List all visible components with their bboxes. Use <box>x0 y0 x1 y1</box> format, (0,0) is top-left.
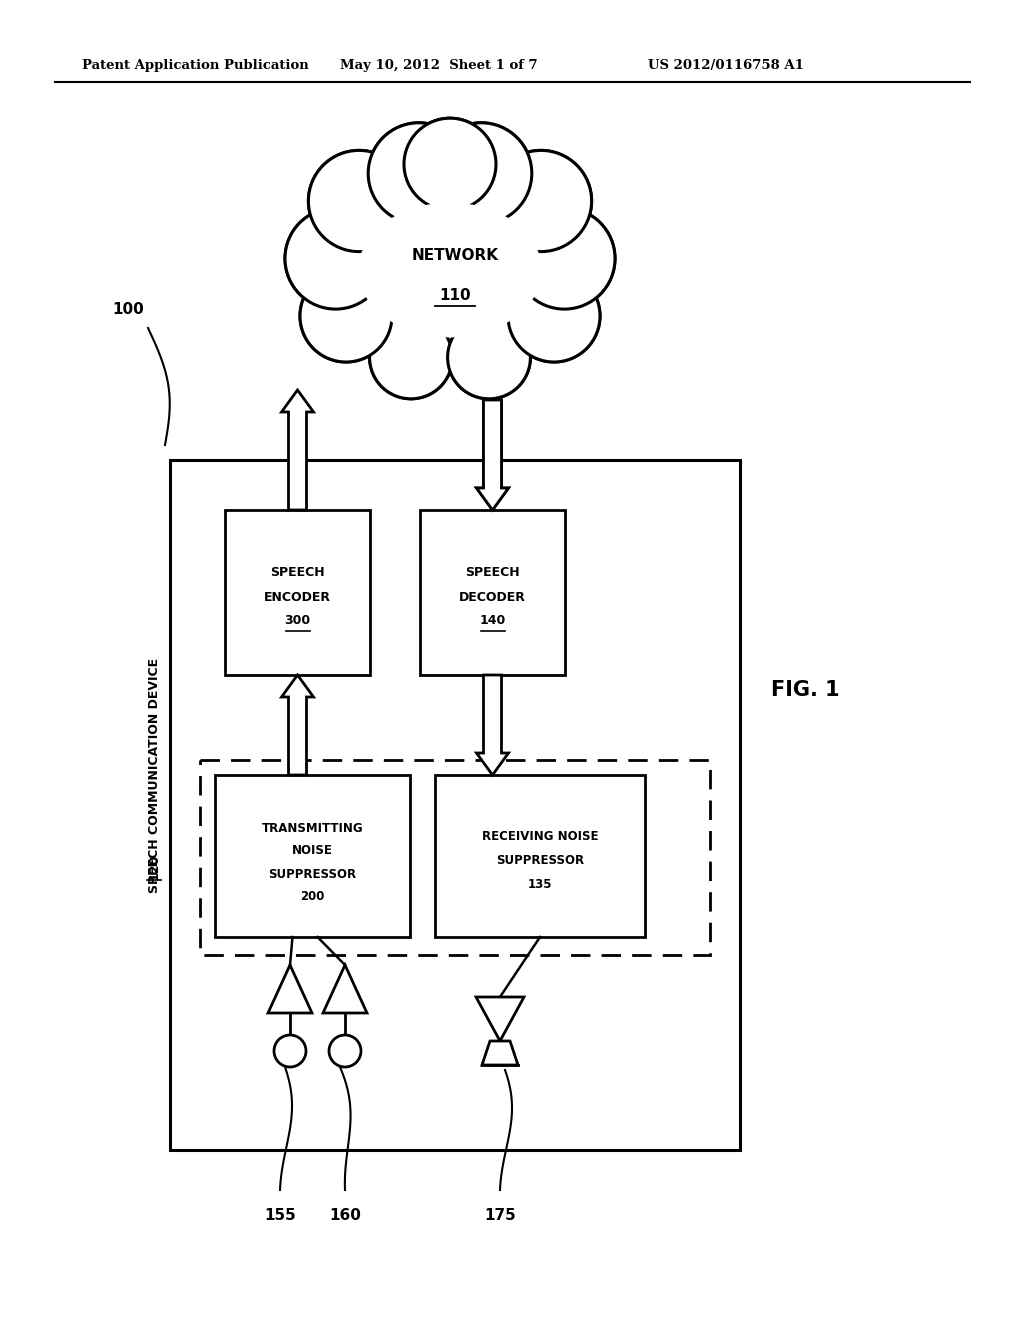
Circle shape <box>370 315 453 399</box>
Circle shape <box>308 150 410 252</box>
Text: TRANSMITTING: TRANSMITTING <box>262 821 364 834</box>
Polygon shape <box>476 675 509 775</box>
Text: NOISE: NOISE <box>292 845 333 858</box>
Circle shape <box>447 315 530 399</box>
Polygon shape <box>282 675 313 775</box>
Circle shape <box>369 123 469 224</box>
Text: NETWORK: NETWORK <box>412 248 499 263</box>
Text: SPEECH: SPEECH <box>465 566 520 579</box>
Text: 300: 300 <box>285 614 310 627</box>
Circle shape <box>431 123 531 224</box>
Circle shape <box>370 315 453 399</box>
Bar <box>435 775 645 937</box>
Bar <box>225 510 370 675</box>
Text: ENCODER: ENCODER <box>264 591 331 605</box>
Polygon shape <box>476 400 509 510</box>
Text: RECEIVING NOISE: RECEIVING NOISE <box>481 829 598 842</box>
Text: SPEECH COMMUNICATION DEVICE: SPEECH COMMUNICATION DEVICE <box>147 657 161 892</box>
Circle shape <box>508 271 600 362</box>
Ellipse shape <box>340 183 560 356</box>
Circle shape <box>404 119 496 210</box>
Circle shape <box>285 209 386 309</box>
Polygon shape <box>476 400 509 510</box>
Text: 155: 155 <box>264 1208 296 1224</box>
Text: May 10, 2012  Sheet 1 of 7: May 10, 2012 Sheet 1 of 7 <box>340 58 538 71</box>
Circle shape <box>329 1035 361 1067</box>
Text: 160: 160 <box>329 1208 360 1224</box>
Circle shape <box>300 271 392 362</box>
Text: 100: 100 <box>112 302 144 318</box>
Bar <box>215 775 410 937</box>
Polygon shape <box>268 965 312 1012</box>
Text: US 2012/0116758 A1: US 2012/0116758 A1 <box>648 58 804 71</box>
Text: DECODER: DECODER <box>459 591 526 605</box>
Circle shape <box>490 150 592 252</box>
Circle shape <box>431 123 531 224</box>
Circle shape <box>404 119 496 210</box>
Text: 175: 175 <box>484 1208 516 1224</box>
Polygon shape <box>482 1041 518 1065</box>
Bar <box>200 760 710 954</box>
Text: SUPPRESSOR: SUPPRESSOR <box>268 867 356 880</box>
Ellipse shape <box>359 203 541 337</box>
Circle shape <box>514 209 615 309</box>
Polygon shape <box>323 965 367 1012</box>
Text: 110: 110 <box>439 288 471 302</box>
Bar <box>170 459 740 1150</box>
Polygon shape <box>282 389 313 510</box>
Text: 120: 120 <box>147 854 161 880</box>
Text: 200: 200 <box>300 890 325 903</box>
Text: 140: 140 <box>479 614 506 627</box>
Text: Patent Application Publication: Patent Application Publication <box>82 58 309 71</box>
Text: SPEECH: SPEECH <box>270 566 325 579</box>
Text: 135: 135 <box>527 878 552 891</box>
Circle shape <box>514 209 615 309</box>
Circle shape <box>490 150 592 252</box>
Circle shape <box>274 1035 306 1067</box>
Text: SUPPRESSOR: SUPPRESSOR <box>496 854 584 867</box>
Text: FIG. 1: FIG. 1 <box>771 680 840 700</box>
Circle shape <box>300 271 392 362</box>
Circle shape <box>308 150 410 252</box>
Circle shape <box>447 315 530 399</box>
Circle shape <box>508 271 600 362</box>
Circle shape <box>369 123 469 224</box>
Polygon shape <box>476 997 524 1041</box>
Bar <box>420 510 565 675</box>
Circle shape <box>285 209 386 309</box>
